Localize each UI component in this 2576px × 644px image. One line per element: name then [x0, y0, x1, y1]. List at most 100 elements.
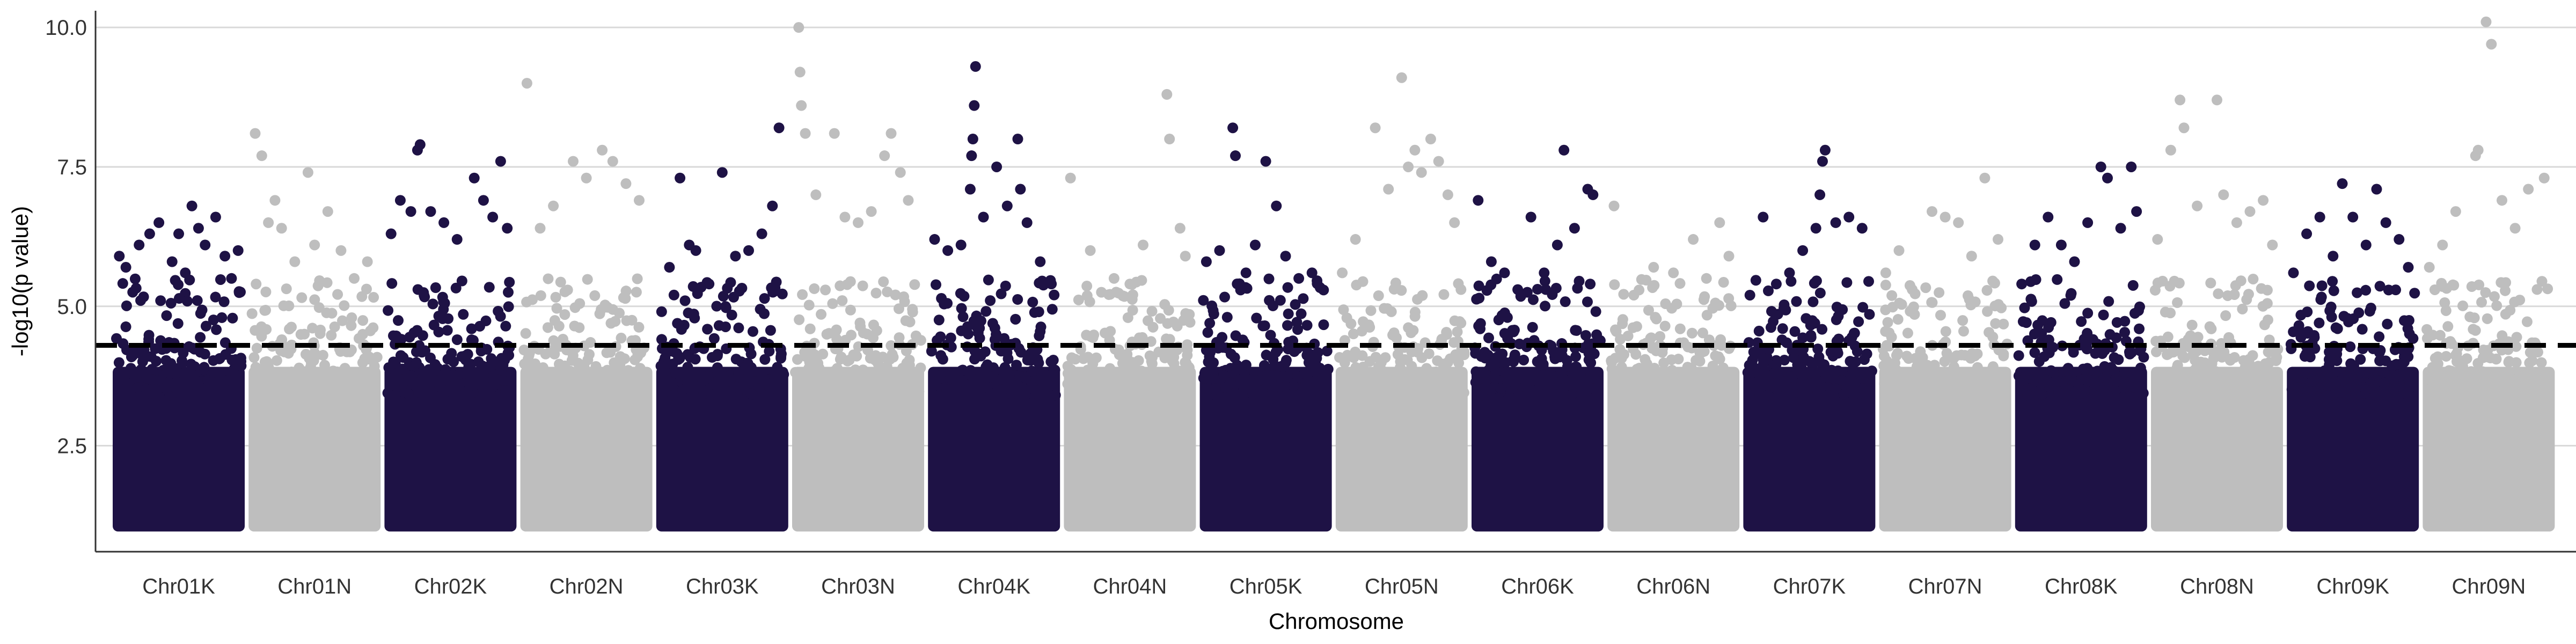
peak-point-Chr01K: [180, 267, 191, 279]
marker-point: [1225, 348, 1236, 360]
marker-point: [1886, 290, 1898, 301]
marker-point: [1699, 291, 1710, 302]
marker-point: [618, 292, 629, 303]
marker-point: [2244, 359, 2256, 370]
peak-point-Chr08N: [2258, 195, 2269, 206]
marker-point: [1557, 372, 1569, 384]
peak-point-Chr02N: [548, 200, 559, 211]
marker-point: [1701, 310, 1713, 321]
marker-point: [926, 346, 937, 357]
peak-point-Chr03K: [767, 200, 778, 211]
marker-point: [357, 328, 368, 340]
marker-point: [2334, 366, 2346, 377]
marker-point: [1990, 318, 2001, 329]
marker-point: [2405, 370, 2416, 382]
marker-point: [2171, 372, 2183, 383]
marker-point: [307, 323, 318, 334]
peak-point-Chr06K: [1485, 256, 1497, 267]
marker-point: [2104, 329, 2116, 340]
peak-point-Chr05N: [1350, 234, 1361, 245]
marker-point: [2448, 280, 2460, 291]
marker-point: [1575, 369, 1586, 380]
peak-point-Chr07K: [1758, 211, 1769, 223]
marker-point: [2531, 284, 2543, 295]
marker-point: [1443, 357, 1454, 368]
marker-point: [118, 338, 129, 349]
marker-point: [2017, 316, 2029, 327]
marker-point: [882, 286, 893, 297]
marker-point: [129, 273, 141, 284]
marker-point: [827, 298, 838, 309]
marker-point: [2330, 322, 2341, 333]
marker-point: [438, 296, 449, 308]
marker-point: [1811, 275, 1822, 287]
peak-point-Chr04N: [1108, 273, 1119, 284]
marker-point: [689, 312, 700, 324]
marker-point: [522, 365, 533, 376]
marker-point: [1392, 349, 1403, 360]
marker-point: [535, 290, 546, 301]
marker-point: [813, 374, 824, 385]
marker-point: [332, 289, 343, 300]
marker-point: [1879, 378, 1890, 390]
x-tick-label: Chr02N: [550, 575, 624, 598]
marker-point: [1263, 273, 1275, 284]
peak-point-Chr05N: [1442, 189, 1453, 200]
marker-point: [2431, 353, 2442, 364]
peak-point-Chr09K: [2328, 251, 2339, 262]
marker-point: [1804, 378, 1815, 389]
marker-point: [1951, 377, 1963, 388]
marker-point: [151, 355, 162, 367]
marker-point: [801, 386, 813, 397]
marker-point: [1989, 301, 2001, 312]
marker-point: [147, 363, 158, 375]
marker-point: [1984, 327, 1995, 338]
marker-point: [2194, 357, 2205, 369]
marker-point: [1026, 365, 1037, 377]
marker-point: [484, 282, 495, 293]
peak-point-Chr09N: [2523, 184, 2534, 195]
marker-point: [619, 374, 630, 385]
peak-point-Chr03K: [716, 167, 728, 178]
peak-point-Chr03N: [800, 128, 811, 139]
marker-point: [1288, 380, 1299, 391]
marker-point: [731, 382, 742, 393]
marker-point: [2421, 324, 2433, 335]
marker-point: [1365, 305, 1377, 316]
marker-point: [975, 315, 986, 326]
marker-point: [2331, 355, 2343, 367]
marker-point: [1493, 314, 1504, 326]
peak-point-Chr02K: [385, 228, 397, 239]
peak-point-Chr01K: [200, 239, 211, 251]
marker-point: [2220, 376, 2231, 387]
peak-point-Chr03N: [879, 150, 890, 162]
marker-point: [2160, 379, 2171, 390]
marker-point: [339, 363, 350, 374]
marker-point: [200, 320, 211, 332]
marker-point: [1300, 378, 1312, 389]
marker-point: [1182, 339, 1193, 350]
marker-point: [1448, 337, 1460, 348]
marker-point: [2406, 381, 2417, 392]
marker-point: [1805, 356, 1816, 368]
peak-point-Chr02N: [634, 195, 645, 206]
marker-point: [1892, 348, 1903, 359]
marker-point: [1861, 348, 1872, 360]
marker-point: [346, 320, 357, 331]
marker-point: [1318, 319, 1329, 331]
marker-point: [596, 304, 607, 315]
marker-point: [1700, 380, 1711, 391]
peak-point-Chr03N: [903, 195, 914, 206]
marker-point: [1470, 348, 1481, 359]
marker-point: [1659, 320, 1671, 332]
marker-point: [1763, 285, 1774, 296]
marker-point: [1247, 388, 1258, 399]
marker-point: [230, 354, 241, 365]
marker-point: [1048, 355, 1059, 366]
marker-point: [199, 362, 210, 373]
marker-point: [1814, 287, 1826, 298]
marker-point: [2357, 324, 2368, 335]
marker-point: [1402, 354, 1413, 365]
marker-point: [1202, 327, 1213, 338]
peak-point-Chr03N: [866, 206, 877, 217]
